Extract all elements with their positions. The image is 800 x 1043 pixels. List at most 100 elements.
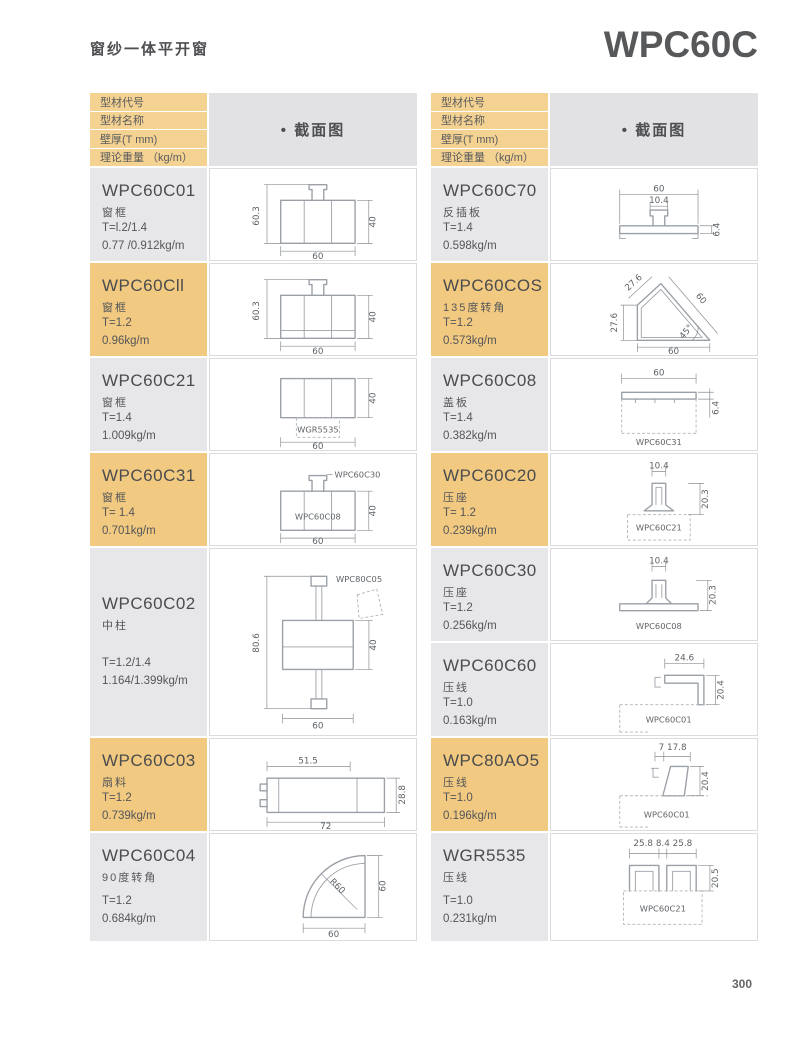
profile-spec: T= 1.2 0.239kg/m [443,505,548,541]
cross-section-diagram: WPC60C21 10.4 20.3 [550,453,758,546]
profile-thickness: T=1.4 [443,412,473,424]
profile-weight: 0.196kg/m [443,809,497,822]
table-row: WGR5535 压线 T=1.0 0.231kg/m WPC60C21 25.8… [431,833,758,941]
profile-weight: 0.701kg/m [102,524,156,537]
profile-weight: 1.164/1.399kg/m [102,674,188,687]
ref-label: WPC60C08 [636,621,682,631]
cross-section-diagram: WPC60C30 WPC60C08 40 60 [209,453,417,546]
dim-label: 28.8 [398,785,408,805]
profile-name: 窗框 [102,207,128,219]
dim-label: 10.4 [649,557,669,567]
profile-spec: T=1.4 0.382kg/m [443,410,548,446]
dim-label: 60 [653,185,665,195]
dim-label: R60 [327,877,347,897]
right-table-header: 型材代号 型材名称 壁厚(T mm) 理论重量 （kg/m） • 截面图 [431,93,758,166]
table-row: WPC60C31 窗框 T= 1.4 0.701kg/m WPC60C30 WP… [90,453,417,546]
dim-label: 60 [693,291,708,306]
ref-label: WPC60C21 [636,522,682,532]
dim-label: 72 [320,822,331,830]
profile-label-cell: WPC80AO5 压线 T=1.0 0.196kg/m [431,738,548,831]
dim-label: 20.4 [716,680,726,700]
profile-code: WPC60C30 [443,561,537,580]
profile-name: 盖板 [443,397,469,409]
profile-spec: T=1.2 0.96kg/m [102,315,207,351]
profile-spec: T= 1.4 0.701kg/m [102,505,207,541]
table-row: WPC80AO5 压线 T=1.0 0.196kg/m WPC60C01 7 1… [431,738,758,831]
catalog-tables: 型材代号 型材名称 壁厚(T mm) 理论重量 （kg/m） • 截面图 WPC… [90,93,758,943]
header-section-diagram: • 截面图 [209,93,417,166]
profile-code: WPC60C03 [102,751,196,770]
table-row: WPC60COS 135度转角 T=1.2 0.573kg/m 45° 27.6… [431,263,758,356]
ref-label: WPC80C05 [336,574,382,584]
profile-spec: T=1.2 0.256kg/m [443,600,548,636]
profile-code: WPC60C20 [443,466,537,485]
profile-thickness: T=1.2 [443,602,473,614]
page-number: 300 [731,977,752,991]
profile-thickness: T=1.4 [102,412,132,424]
profile-code: WPC80AO5 [443,751,540,770]
profile-name: 中柱 [102,619,128,632]
dim-label: 45° [678,323,696,341]
dim-label: 6.4 [713,222,723,236]
profile-thickness: T=1.2 [443,317,473,329]
profile-code: WPC60COS [443,276,543,295]
profile-name: 窗框 [102,492,128,504]
profile-label-cell: WPC60Cll 窗框 T=1.2 0.96kg/m [90,263,207,356]
profile-label-cell: WPC60C20 压座 T= 1.2 0.239kg/m [431,453,548,546]
profile-weight: 0.573kg/m [443,334,497,347]
ref-label: WPC60C21 [640,904,686,914]
profile-spec: T=1.4 0.598kg/m [443,220,548,256]
profile-code: WPC60Cll [102,276,185,295]
table-row: WPC60C70 反插板 T=1.4 0.598kg/m 60 10.4 [431,168,758,261]
dim-label: 40 [369,639,379,651]
profile-code: WPC60C01 [102,181,196,200]
profile-weight: 0.684kg/m [102,913,156,926]
profile-code: WPC60C04 [102,846,196,865]
table-row: WPC60Cll 窗框 T=1.2 0.96kg/m 60.3 40 [90,263,417,356]
profile-name: 反插板 [443,207,482,219]
profile-name: 135度转角 [443,302,507,314]
profile-label-cell: WPC60C70 反插板 T=1.4 0.598kg/m [431,168,548,261]
header-labels: 型材代号 型材名称 壁厚(T mm) 理论重量 （kg/m） [431,93,548,166]
cross-section-diagram: 60.3 40 60 [209,168,417,261]
dim-label: 10.4 [649,196,669,206]
header-labels: 型材代号 型材名称 壁厚(T mm) 理论重量 （kg/m） [90,93,207,166]
dim-label: 60 [312,347,324,355]
dim-label: 20.5 [711,868,721,888]
profile-weight: 0.598kg/m [443,239,497,252]
dim-label: 7 17.8 [659,743,687,753]
dim-label: 40 [369,392,379,404]
profile-spec: T=1.0 0.163kg/m [443,695,548,731]
cross-section-diagram: R60 60 60 [209,833,417,941]
dim-label: 60 [653,369,665,379]
cross-section-diagram: 60 10.4 6.4 [550,168,758,261]
dim-label: 80.6 [252,633,262,653]
profile-thickness: T=1.2 [102,895,132,908]
profile-thickness: T=1.4 [443,222,473,234]
header-theoretical-weight: 理论重量 （kg/m） [431,148,548,166]
profile-name: 90度转角 [102,872,158,884]
ref-label: WPC60C01 [646,714,692,724]
profile-label-cell: WPC60C03 扇料 T=1.2 0.739kg/m [90,738,207,831]
header-profile-name: 型材名称 [431,111,548,130]
table-row: WPC60C30 压座 T=1.2 0.256kg/m WPC60C08 10.… [431,548,758,641]
dim-label: 60.3 [252,301,262,321]
header-wall-thickness: 壁厚(T mm) [90,130,207,149]
table-row: WPC60C01 窗框 T=l.2/1.4 0.77 /0.912kg/m 60… [90,168,417,261]
cross-section-diagram: WGR5535 40 60 [209,358,417,451]
profile-label-cell: WPC60C60 压线 T=1.0 0.163kg/m [431,643,548,736]
table-row: WPC60C02 中柱 T=1.2/1.4 1.164/1.399kg/m WP… [90,548,417,736]
dim-label: 20.4 [701,771,711,791]
profile-name: 压线 [443,872,469,884]
profile-name: 窗框 [102,302,128,314]
left-table: 型材代号 型材名称 壁厚(T mm) 理论重量 （kg/m） • 截面图 WPC… [90,93,417,943]
header-wall-thickness: 壁厚(T mm) [431,130,548,149]
table-row: WPC60C60 压线 T=1.0 0.163kg/m WPC60C01 24.… [431,643,758,736]
profile-thickness: T=1.0 [443,895,473,908]
table-row: WPC60C04 90度转角 T=1.2 0.684kg/m R60 60 60 [90,833,417,941]
profile-weight: 0.96kg/m [102,334,150,347]
ref-label: WPC60C08 [295,512,341,522]
profile-thickness: T=1.0 [443,697,473,709]
profile-label-cell: WPC60C02 中柱 T=1.2/1.4 1.164/1.399kg/m [90,548,207,736]
dim-label: 6.4 [712,401,722,415]
